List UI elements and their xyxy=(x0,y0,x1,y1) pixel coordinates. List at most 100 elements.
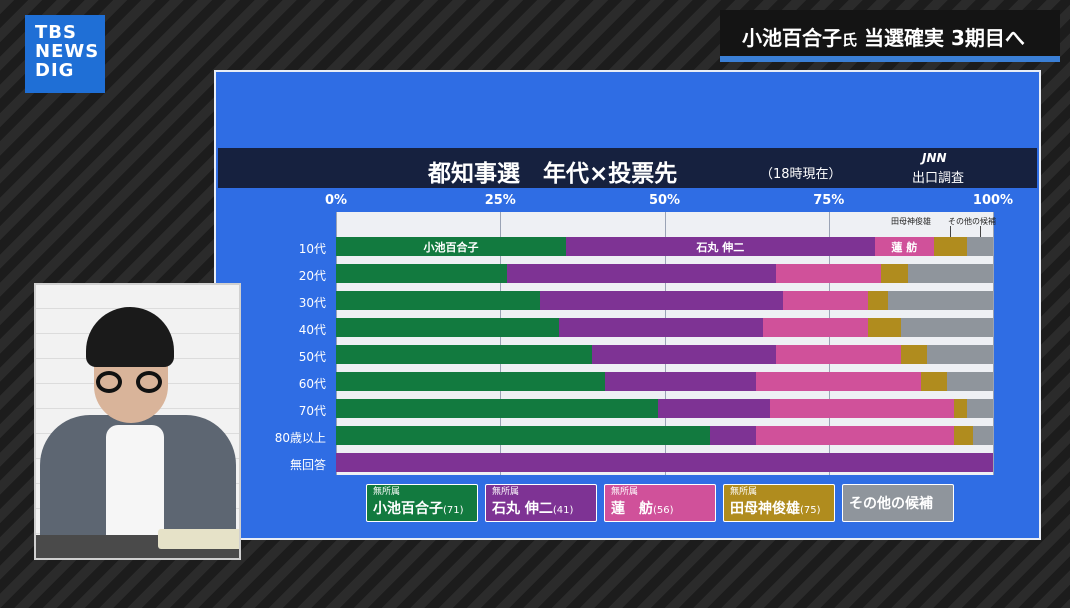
legend-age: (75) xyxy=(800,505,821,516)
legend-item-koike: 無所属小池百合子(71) xyxy=(366,484,478,522)
bar-segment-ishimaru xyxy=(539,291,783,310)
bar-segment-koike xyxy=(336,426,711,445)
bar-row xyxy=(336,372,993,391)
legend-name: 田母神俊雄 xyxy=(730,501,800,517)
bar-segment-ishimaru xyxy=(336,453,993,472)
y-tick-label: 10代 xyxy=(298,242,326,256)
bar-segment-other xyxy=(927,345,993,364)
chart-title: 都知事選 年代×投票先 xyxy=(428,161,678,187)
bar-segment-label: 小池百合子 xyxy=(423,241,479,254)
y-tick-label: 無回答 xyxy=(289,458,326,472)
bar-segment-renho xyxy=(782,291,869,310)
bar-segment-tamogami xyxy=(920,372,947,391)
y-tick-label: 70代 xyxy=(298,404,326,418)
chart-panel: 都知事選 年代×投票先 （18時現在） JNN 出口調査 0% 25% 50% 75%… xyxy=(214,70,1041,540)
headline-name: 小池百合子 xyxy=(742,26,842,50)
chart-title-band: 都知事選 年代×投票先 （18時現在） JNN 出口調査 xyxy=(218,148,1037,188)
bar-segment-renho: 蓮 舫 xyxy=(874,237,934,256)
bar-row xyxy=(336,264,993,283)
bar-segment-tamogami xyxy=(953,426,974,445)
presenter-shirt xyxy=(106,425,164,555)
bar-segment-tamogami xyxy=(881,264,908,283)
logo-line: TBS xyxy=(35,22,77,43)
bar-segment-ishimaru: 石丸 伸二 xyxy=(565,237,875,256)
segment-note-label: 田母神俊雄 xyxy=(891,217,931,226)
segment-note-label: その他の候補 xyxy=(948,217,996,226)
bar-segment-renho xyxy=(769,399,954,418)
bar-segment-koike xyxy=(336,264,507,283)
legend-affiliation: 無所属 xyxy=(492,487,520,497)
legend-name: 小池百合子 xyxy=(373,501,443,517)
gridline xyxy=(993,212,994,475)
legend-affiliation: 無所属 xyxy=(611,487,639,497)
bar-segment-renho xyxy=(756,372,921,391)
bar-segment-ishimaru xyxy=(657,399,770,418)
presenter-video-inset xyxy=(34,283,241,560)
glasses-left-lens xyxy=(96,371,122,393)
bar-row xyxy=(336,318,993,337)
chart-subtitle: （18時現在） xyxy=(760,167,842,182)
legend-name: 石丸 伸二 xyxy=(492,501,553,517)
legend-affiliation: 無所属 xyxy=(730,487,758,497)
exit-poll-label: 出口調査 xyxy=(912,171,965,186)
laptop xyxy=(158,529,239,549)
y-tick-label: 20代 xyxy=(298,269,326,283)
bar-row xyxy=(336,399,993,418)
bar-segment-renho xyxy=(756,426,954,445)
legend-age: (71) xyxy=(443,505,464,516)
bar-segment-koike xyxy=(336,291,540,310)
bar-segment-renho xyxy=(776,264,882,283)
y-tick-label: 50代 xyxy=(298,350,326,364)
news-headline: 小池百合子氏 当選確実 3期目へ xyxy=(720,10,1060,60)
headline-text: 当選確実 3期目へ xyxy=(857,26,1025,50)
bar-segment-tamogami xyxy=(901,345,928,364)
x-tick-label: 50% xyxy=(648,193,681,208)
segment-note-tick xyxy=(979,226,981,237)
bar-segment-label: 蓮 舫 xyxy=(891,241,918,254)
y-tick-label: 40代 xyxy=(298,323,326,337)
x-tick-label: 25% xyxy=(484,193,516,208)
legend-age: (56) xyxy=(653,505,674,516)
bar-segment-other xyxy=(946,372,993,391)
bar-segment-ishimaru xyxy=(506,264,777,283)
bar-segment-koike xyxy=(336,372,606,391)
gridline xyxy=(336,212,337,475)
bar-row xyxy=(336,291,993,310)
legend-item-tamogami: 無所属田母神俊雄(75) xyxy=(723,484,835,522)
bar-segment-ishimaru xyxy=(559,318,764,337)
bar-segment-other xyxy=(973,426,993,445)
logo-line: NEWS xyxy=(35,41,100,62)
headline-accent-bar xyxy=(720,56,1060,62)
gridline xyxy=(828,212,830,475)
x-tick-label: 0% xyxy=(324,193,348,208)
tbs-news-dig-logo: TBS NEWS DIG xyxy=(25,15,105,93)
headline-honorific: 氏 xyxy=(842,31,858,49)
bar-row xyxy=(336,345,993,364)
bar-segment-ishimaru xyxy=(592,345,777,364)
bar-segment-renho xyxy=(763,318,869,337)
bar-segment-other xyxy=(966,237,993,256)
bar-row: 小池百合子 石丸 伸二 蓮 舫 xyxy=(336,237,993,256)
legend-item-ishimaru: 無所属石丸 伸二(41) xyxy=(485,484,597,522)
glasses-right-lens xyxy=(136,371,162,393)
legend-affiliation: 無所属 xyxy=(373,487,401,497)
bar-segment-tamogami xyxy=(933,237,967,256)
legend-item-renho: 無所属蓮 舫(56) xyxy=(604,484,716,522)
bar-row xyxy=(336,426,993,445)
legend-name: その他の候補 xyxy=(849,496,933,512)
bar-segment-koike xyxy=(336,318,560,337)
bar-segment-other xyxy=(966,399,993,418)
legend: 無所属 小池百合子(71) 無所属 石丸 伸二(41) 無所属蓮 舫(56) 無所属 田母神… xyxy=(366,484,954,522)
bar-segment-other xyxy=(907,264,993,283)
bar-segment-ishimaru xyxy=(605,372,757,391)
bar-segment-koike xyxy=(336,345,593,364)
gridline xyxy=(664,212,666,475)
y-tick-label: 30代 xyxy=(298,296,326,310)
legend-age: (41) xyxy=(552,505,574,516)
legend-item-other: その他の候補 xyxy=(842,484,954,522)
bar-segment-tamogami xyxy=(953,399,967,418)
bar-segment-label: 石丸 伸二 xyxy=(696,241,745,254)
bar-segment-tamogami xyxy=(868,291,888,310)
bar-segment-koike xyxy=(336,399,658,418)
x-tick-label: 100% xyxy=(972,193,1014,208)
